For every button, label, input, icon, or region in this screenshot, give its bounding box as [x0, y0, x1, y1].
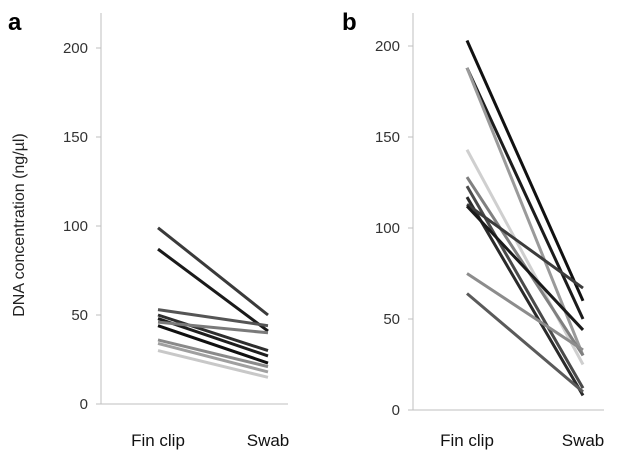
y-tick-label: 0	[80, 396, 88, 413]
series-line	[157, 338, 269, 369]
series-line	[157, 320, 269, 335]
series-line	[466, 292, 584, 393]
series-line	[157, 324, 269, 365]
series-line	[465, 149, 585, 366]
y-tick-label: 200	[63, 40, 88, 57]
y-tick-label: 100	[375, 220, 400, 237]
y-tick-label: 50	[383, 311, 400, 328]
y-axis-label: DNA concentration (ng/µl)	[11, 133, 28, 317]
series-line	[157, 342, 269, 374]
x-category-label: Swab	[562, 431, 605, 450]
x-category-label: Fin clip	[131, 431, 185, 450]
series-line	[466, 272, 584, 352]
y-tick-label: 150	[63, 129, 88, 146]
panel-b: b 0 50 100 150 200 Fin clip Swab	[342, 9, 604, 450]
y-tick-label: 50	[71, 307, 88, 324]
x-category-label: Swab	[247, 431, 290, 450]
series-line	[466, 203, 584, 290]
panel-a: a 0 50 100 150 200 Fin clip Swab	[8, 9, 289, 450]
series-line	[465, 205, 585, 331]
series-line	[465, 39, 585, 302]
series-line	[157, 313, 269, 353]
series-line	[157, 349, 269, 379]
series-line	[157, 308, 269, 328]
panel-label: b	[342, 9, 357, 36]
y-tick-label: 200	[375, 38, 400, 55]
series-line	[465, 67, 585, 320]
panel-label: a	[8, 9, 22, 36]
y-tick-label: 100	[63, 218, 88, 235]
series-line	[157, 226, 269, 317]
y-tick-label: 150	[375, 129, 400, 146]
x-category-label: Fin clip	[440, 431, 494, 450]
series-line	[465, 196, 585, 397]
y-tick-label: 0	[392, 402, 400, 419]
series-line	[157, 247, 269, 333]
